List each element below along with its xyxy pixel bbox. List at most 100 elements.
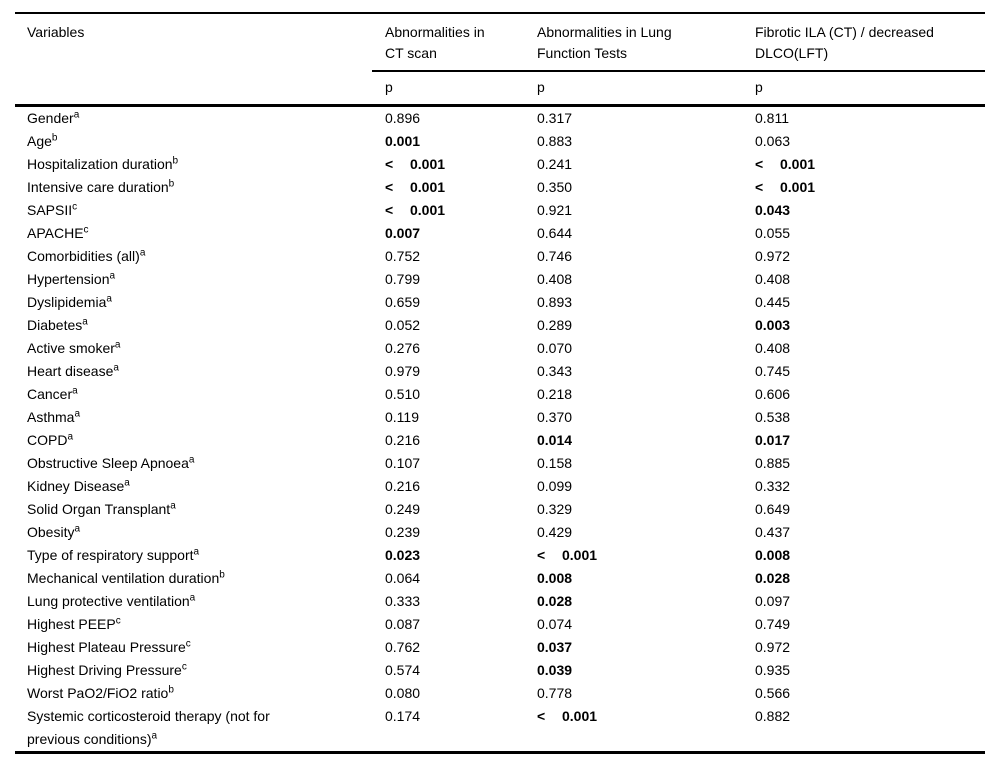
variable-label: Dyslipidemiaa (27, 293, 112, 310)
p-value-cell: 0.063 (755, 133, 791, 149)
footnote-superscript: c (181, 661, 187, 673)
table-row: Intensive care durationb <0.001 0.350 <0.00… (15, 176, 985, 199)
variable-label: Hospitalization durationb (27, 155, 179, 172)
table-row: Dyslipidemiaa 0.659 0.893 0.445 (15, 291, 985, 314)
p-value-cell: 0.644 (537, 225, 573, 241)
footnote-superscript: b (168, 178, 175, 190)
p-value-cell: 0.037 (537, 639, 573, 655)
p-value-cell: 0.003 (755, 317, 791, 333)
less-than-sign: < (755, 179, 764, 195)
footnote-superscript: a (82, 316, 88, 328)
less-than-sign: < (385, 179, 394, 195)
p-value-number: 0.001 (562, 547, 598, 563)
table-row: Obesitya 0.239 0.429 0.437 (15, 521, 985, 544)
table-row: Active smokera 0.276 0.070 0.408 (15, 337, 985, 360)
p-value-cell: <0.001 (537, 544, 755, 567)
less-than-sign: < (385, 202, 394, 218)
p-value-cell: 0.893 (537, 294, 573, 310)
p-value-cell: 0.216 (385, 432, 421, 448)
p-value-number: 0.001 (410, 179, 446, 195)
footnote-superscript: c (83, 224, 89, 236)
p-value-cell: 0.074 (537, 616, 573, 632)
variable-label: Ageb (27, 132, 58, 149)
p-value-cell: 0.921 (537, 202, 573, 218)
footnote-superscript: a (73, 109, 80, 121)
footnote-superscript: c (72, 201, 78, 213)
table-top-rule (15, 12, 985, 14)
variable-cell: COPDa (15, 429, 385, 452)
variable-cell: Solid Organ Transplanta (15, 498, 385, 521)
table-row: SAPSIIc <0.001 0.921 0.043 (15, 199, 985, 222)
variable-cell: Dyslipidemiaa (15, 291, 385, 314)
column-header-variables: Variables (15, 22, 385, 43)
footnote-superscript: b (51, 132, 58, 144)
footnote-superscript: b (172, 155, 179, 167)
table-row: Highest PEEPc 0.087 0.074 0.749 (15, 613, 985, 636)
variable-cell: Comorbidities (all)a (15, 245, 385, 268)
p-value-cell: 0.329 (537, 501, 573, 517)
p-value-cell: 0.014 (537, 432, 573, 448)
p-value-cell: 0.097 (755, 593, 791, 609)
column-header-label: Variables (27, 24, 85, 40)
variable-label: Type of respiratory supporta (27, 546, 200, 563)
p-value-cell: 0.883 (537, 133, 573, 149)
p-value-cell: 0.749 (755, 616, 791, 632)
p-value-cell: 0.043 (755, 202, 791, 218)
variable-label: Active smokera (27, 339, 121, 356)
p-value-cell: 0.746 (537, 248, 573, 264)
statistics-table: Variables Abnormalities in CT scan Abnor… (15, 12, 985, 754)
variable-cell: Heart diseasea (15, 360, 385, 383)
table-row: Asthmaa 0.119 0.370 0.538 (15, 406, 985, 429)
footnote-superscript: a (193, 546, 200, 558)
variable-label: Kidney Diseasea (27, 477, 130, 494)
p-value-number: 0.001 (410, 156, 446, 172)
variable-cell: Hypertensiona (15, 268, 385, 291)
p-value-cell: 0.276 (385, 340, 421, 356)
footnote-superscript: a (188, 454, 195, 466)
variable-label: Asthmaa (27, 408, 81, 425)
subheader-p-lft: p (537, 79, 545, 95)
variable-label: Lung protective ventilationa (27, 592, 196, 609)
variable-label: Highest Plateau Pressurec (27, 638, 191, 655)
subheader-p-fibrotic: p (755, 79, 763, 95)
p-value-cell: 0.762 (385, 639, 421, 655)
table-row: Obstructive Sleep Apnoeaa 0.107 0.158 0.885 (15, 452, 985, 475)
table-row: Comorbidities (all)a 0.752 0.746 0.972 (15, 245, 985, 268)
variable-cell: Obesitya (15, 521, 385, 544)
variable-cell: Highest Driving Pressurec (15, 659, 385, 682)
variable-label: Mechanical ventilation durationb (27, 569, 225, 586)
variable-label: APACHEc (27, 224, 89, 241)
footnote-superscript: c (115, 615, 121, 627)
p-value-cell: 0.437 (755, 524, 791, 540)
p-value-cell: 0.606 (755, 386, 791, 402)
variable-cell: Worst PaO2/FiO2 ratiob (15, 682, 385, 705)
table-bottom-rule (15, 751, 985, 754)
footnote-superscript: a (114, 339, 121, 351)
p-value-cell: <0.001 (385, 199, 537, 222)
column-header-label: Abnormalities in CT scan (385, 24, 485, 61)
table-row: Mechanical ventilation durationb 0.064 0.0… (15, 567, 985, 590)
footnote-superscript: a (113, 362, 119, 374)
subheader-row: p p p (15, 72, 985, 104)
column-header-label: Fibrotic ILA (CT) / decreased DLCO(LFT) (755, 24, 934, 61)
table-row: Heart diseasea 0.979 0.343 0.745 (15, 360, 985, 383)
footnote-superscript: c (185, 638, 191, 650)
p-value-cell: 0.979 (385, 363, 421, 379)
p-value-cell: <0.001 (537, 705, 755, 728)
variable-cell: Hospitalization durationb (15, 153, 385, 176)
column-header-fibrotic-ila: Fibrotic ILA (CT) / decreased DLCO(LFT) (755, 22, 985, 64)
p-value-cell: 0.028 (537, 593, 573, 609)
variable-cell: Kidney Diseasea (15, 475, 385, 498)
p-value-cell: 0.017 (755, 432, 791, 448)
variable-cell: Diabetesa (15, 314, 385, 337)
variable-label: Diabetesa (27, 316, 88, 333)
table-row: APACHEc 0.007 0.644 0.055 (15, 222, 985, 245)
variable-label: Intensive care durationb (27, 178, 175, 195)
footnote-superscript: a (106, 293, 112, 305)
p-value-cell: 0.343 (537, 363, 573, 379)
table-body: Gendera 0.896 0.317 0.811 Ageb 0.001 0.883 0.06… (15, 107, 985, 751)
variable-cell: Mechanical ventilation durationb (15, 567, 385, 590)
variable-cell: Lung protective ventilationa (15, 590, 385, 613)
footnote-superscript: a (189, 592, 196, 604)
p-value-cell: 0.107 (385, 455, 421, 471)
